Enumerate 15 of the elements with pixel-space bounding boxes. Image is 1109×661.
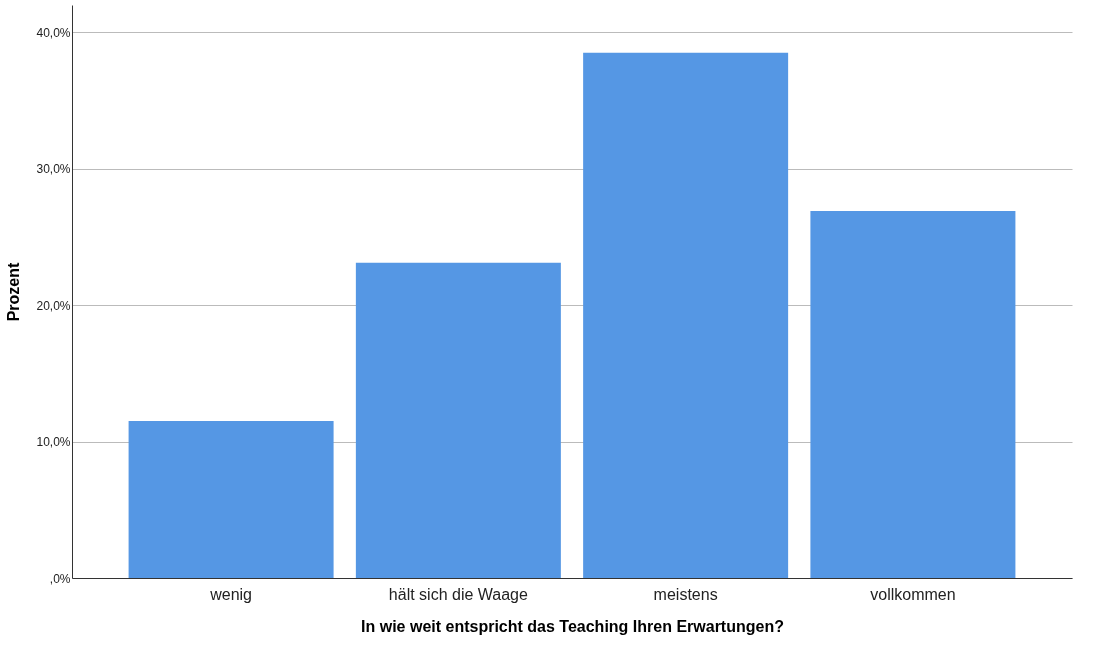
y-tick-label: ,0%: [49, 571, 71, 586]
y-tick-label: 30,0%: [36, 162, 71, 177]
bar: [128, 421, 334, 578]
x-axis-title: In wie weit entspricht das Teaching Ihren Erwartungen?: [361, 617, 784, 635]
y-axis-title: Prozent: [5, 261, 23, 322]
x-tick-label: wenig: [209, 585, 252, 603]
x-tick-label: hält sich die Waage: [388, 585, 528, 603]
bar: [810, 211, 1016, 578]
bar: [355, 262, 561, 578]
x-tick-label: meistens: [653, 585, 718, 603]
y-tick-label: 20,0%: [36, 298, 71, 313]
bar: [583, 52, 789, 578]
y-tick-label: 40,0%: [36, 25, 71, 40]
x-tick-label: vollkommen: [870, 585, 956, 603]
y-tick-label: 10,0%: [36, 435, 71, 450]
